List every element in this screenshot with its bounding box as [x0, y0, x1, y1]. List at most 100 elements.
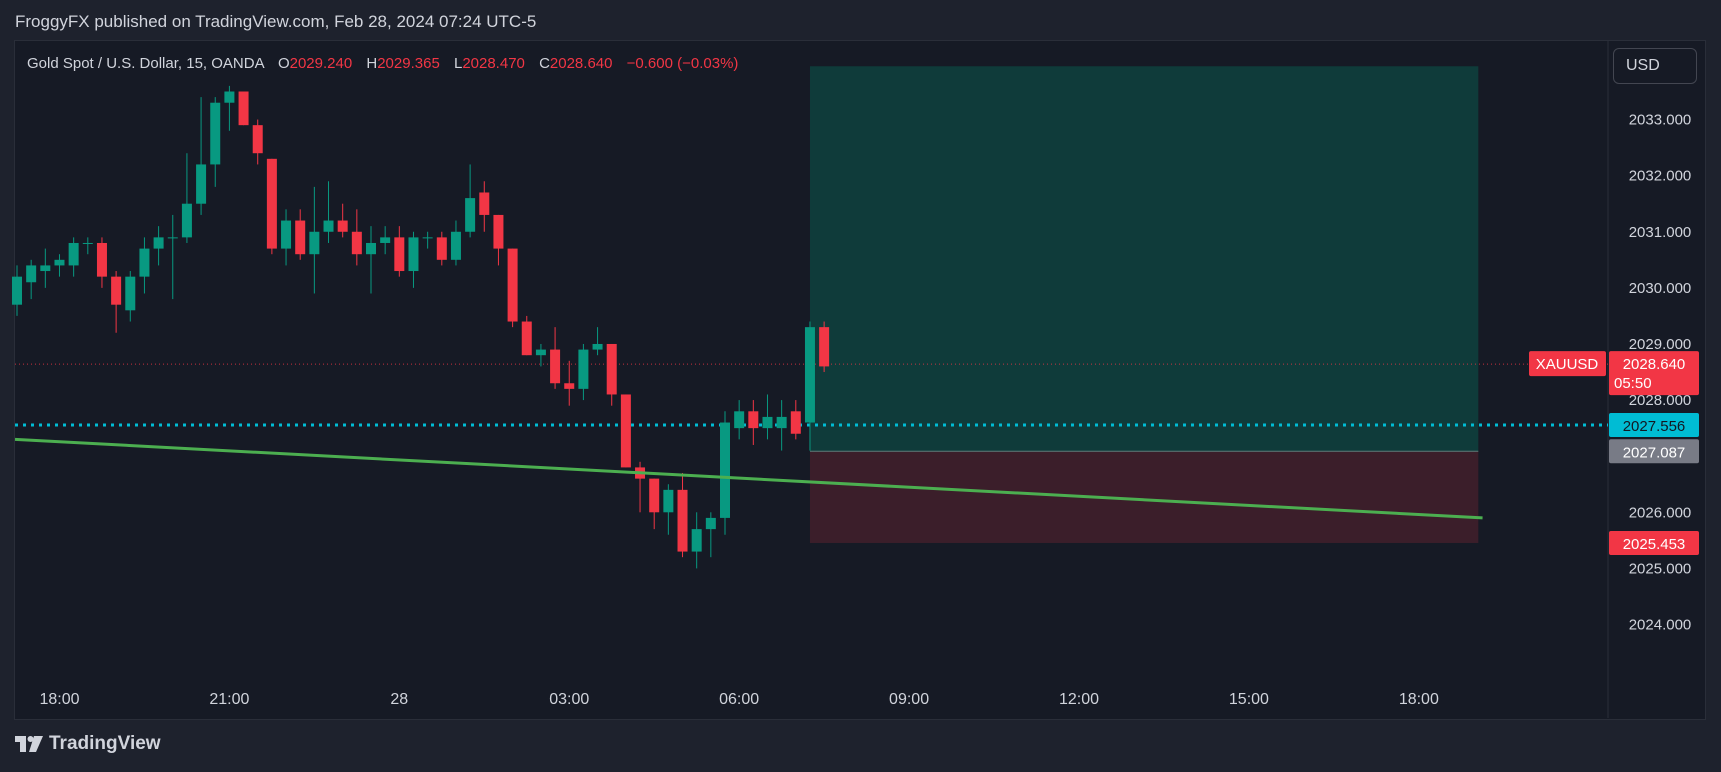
- candle[interactable]: [521, 321, 532, 356]
- candle[interactable]: [804, 327, 815, 423]
- candle[interactable]: [181, 203, 192, 238]
- x-tick-label: 18:00: [39, 691, 79, 708]
- price-label-badge: [1609, 351, 1699, 396]
- candle[interactable]: [153, 237, 164, 249]
- candle[interactable]: [748, 411, 759, 429]
- published-caption: FroggyFX published on TradingView.com, F…: [15, 12, 537, 31]
- candle[interactable]: [380, 237, 391, 243]
- y-tick-label: 2024.000: [1629, 617, 1692, 634]
- tradingview-logo-icon: [15, 736, 43, 752]
- candle[interactable]: [592, 343, 603, 350]
- candle[interactable]: [252, 125, 263, 154]
- candle[interactable]: [479, 192, 490, 215]
- legend-low-value: 2028.470: [462, 55, 525, 72]
- x-tick-label: 28: [390, 691, 408, 708]
- bottom-bar: [0, 720, 1721, 772]
- x-tick-label: 21:00: [209, 691, 249, 708]
- y-tick-label: 2029.000: [1629, 336, 1692, 353]
- candle[interactable]: [578, 349, 589, 389]
- countdown-label: 05:50: [1614, 375, 1652, 392]
- legend-change: −0.600 (−0.03%): [626, 55, 739, 72]
- candle[interactable]: [450, 231, 461, 260]
- candle[interactable]: [224, 91, 235, 103]
- candle[interactable]: [720, 422, 730, 518]
- price-label-badge: [1609, 530, 1699, 555]
- x-tick-label: 12:00: [1059, 691, 1099, 708]
- x-tick-label: 06:00: [719, 691, 759, 708]
- symbol-legend: Gold Spot / U.S. Dollar, 15, OANDA O2029…: [27, 55, 738, 72]
- legend-open-value: 2029.240: [289, 55, 353, 72]
- candle[interactable]: [550, 349, 561, 384]
- y-tick-label: 2031.000: [1629, 224, 1692, 241]
- y-tick-label: 2026.000: [1629, 504, 1692, 521]
- x-tick-label: 09:00: [889, 691, 929, 708]
- candle[interactable]: [465, 198, 476, 232]
- legend-low-label: L: [453, 55, 463, 72]
- currency-button[interactable]: USD: [1613, 48, 1697, 84]
- candle[interactable]: [266, 158, 277, 249]
- tradingview-logo-text: TradingView: [49, 733, 161, 754]
- tradingview-logo[interactable]: TradingView: [15, 733, 161, 755]
- candle[interactable]: [776, 416, 787, 429]
- legend-close-value: 2028.640: [549, 55, 613, 72]
- candle[interactable]: [238, 91, 249, 126]
- legend-high-value: 2029.365: [377, 55, 440, 72]
- candle[interactable]: [281, 220, 292, 249]
- candle[interactable]: [125, 276, 136, 311]
- candle[interactable]: [12, 276, 22, 305]
- candle[interactable]: [620, 394, 631, 468]
- candle[interactable]: [535, 349, 546, 356]
- candle[interactable]: [691, 529, 702, 552]
- candle[interactable]: [196, 164, 207, 204]
- y-tick-label: 2025.000: [1629, 560, 1692, 577]
- symbol-tag-badge: [1529, 351, 1606, 377]
- candle[interactable]: [295, 220, 306, 255]
- candle[interactable]: [54, 259, 65, 266]
- candle[interactable]: [210, 102, 221, 165]
- candle[interactable]: [819, 327, 830, 367]
- candle[interactable]: [649, 478, 660, 513]
- candle[interactable]: [394, 237, 405, 272]
- candle[interactable]: [493, 214, 504, 249]
- candle[interactable]: [167, 237, 178, 239]
- price-label-badge: [1609, 439, 1699, 464]
- y-tick-label: 2028.000: [1629, 392, 1692, 409]
- candle[interactable]: [26, 265, 37, 283]
- y-tick-label: 2030.000: [1629, 280, 1692, 297]
- candle[interactable]: [111, 276, 122, 305]
- loss-zone[interactable]: [809, 451, 1479, 543]
- candle[interactable]: [663, 489, 674, 513]
- candle[interactable]: [366, 242, 376, 255]
- candle[interactable]: [790, 411, 801, 434]
- candle[interactable]: [507, 248, 518, 322]
- candle[interactable]: [82, 242, 93, 244]
- candle[interactable]: [606, 343, 617, 395]
- candle[interactable]: [96, 242, 107, 277]
- candle[interactable]: [40, 265, 51, 272]
- y-tick-label: 2033.000: [1629, 112, 1692, 129]
- candle[interactable]: [408, 237, 419, 272]
- profit-zone[interactable]: [809, 66, 1479, 452]
- legend-high-label: H: [366, 55, 378, 72]
- candle[interactable]: [705, 517, 716, 530]
- candle[interactable]: [139, 248, 150, 277]
- candle[interactable]: [323, 220, 334, 232]
- legend-symbol[interactable]: Gold Spot / U.S. Dollar, 15, OANDA: [27, 55, 264, 72]
- candle[interactable]: [734, 411, 745, 429]
- candle[interactable]: [422, 237, 433, 239]
- trend-line[interactable]: [14, 437, 1483, 520]
- symbol-tag-text: XAUUSD: [1536, 356, 1599, 373]
- candle[interactable]: [762, 416, 773, 429]
- candle[interactable]: [337, 220, 348, 232]
- legend-open-label: O: [277, 55, 290, 72]
- price-label-badge: [1609, 412, 1699, 437]
- candle[interactable]: [351, 231, 362, 255]
- x-tick-label: 18:00: [1399, 691, 1439, 708]
- candle[interactable]: [436, 237, 447, 260]
- candle[interactable]: [677, 489, 688, 552]
- candle[interactable]: [309, 231, 320, 255]
- candle[interactable]: [68, 242, 79, 266]
- x-tick-label: 03:00: [549, 691, 589, 708]
- candle[interactable]: [564, 383, 575, 389]
